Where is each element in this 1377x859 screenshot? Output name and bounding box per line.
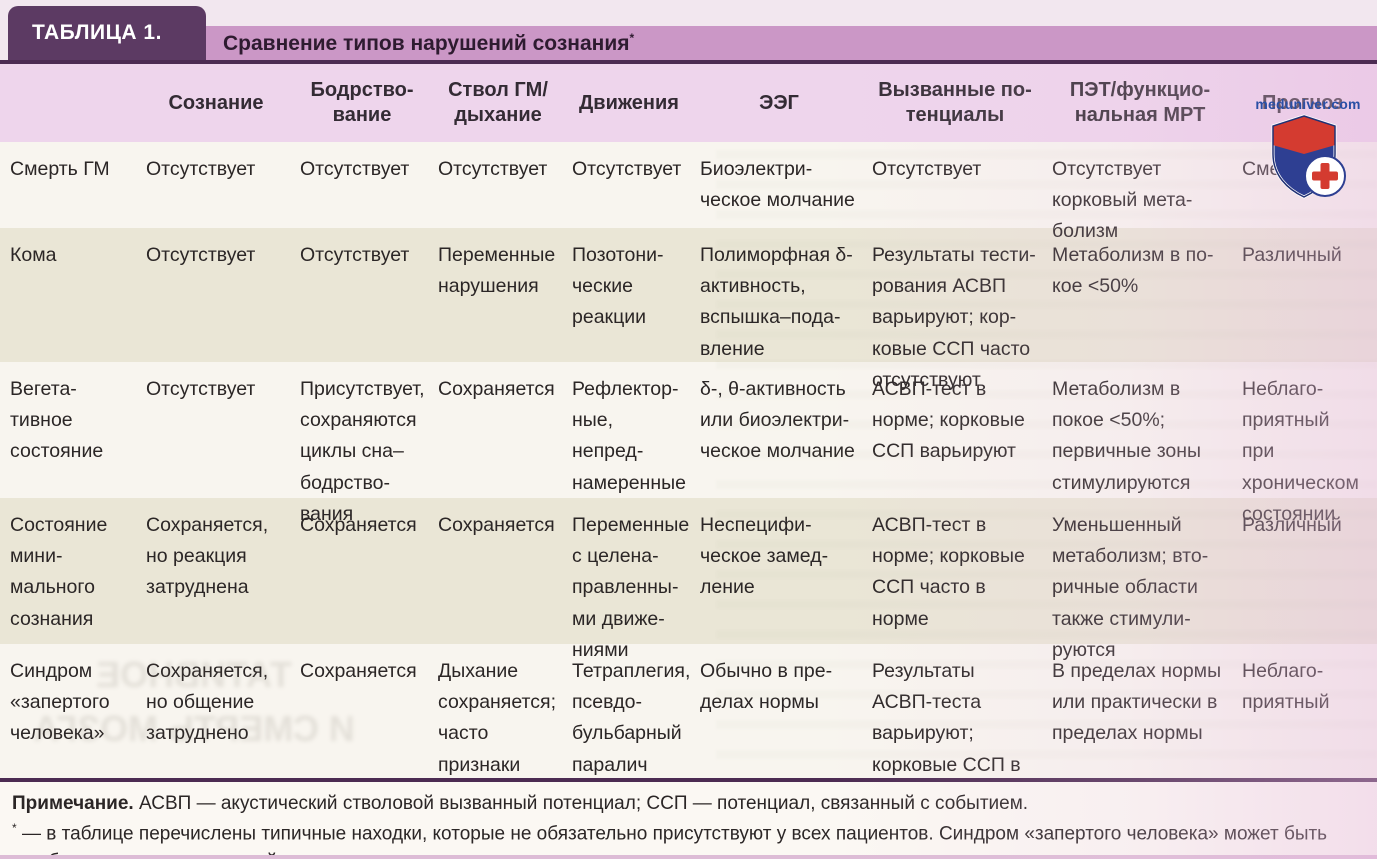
table-row-locked-in-syndrome: Синдром «запертого человека» Сохраняется… bbox=[0, 644, 1377, 838]
table-cell: Переменные нарушения bbox=[438, 244, 556, 298]
title-asterisk: * bbox=[629, 30, 635, 45]
table-row-coma: Кома Отсутствует Отсутствует Переменные … bbox=[0, 228, 1377, 391]
table-cell: Неблаго­приятный bbox=[1242, 660, 1330, 714]
table-cell: АСВП-тест в норме; корковые ССП часто в … bbox=[872, 514, 1025, 630]
table-row-minimally-conscious-state: Состояние мини­мального сознания Сохраня… bbox=[0, 498, 1377, 661]
table-cell: Неспецифи­ческое замед­ление bbox=[700, 514, 829, 599]
note-line: Примечание. АСВП — акустический стволово… bbox=[12, 790, 1361, 819]
table-title-text: Сравнение типов нарушений сознания bbox=[223, 31, 630, 55]
meduniver-watermark: meduniver.com bbox=[1253, 96, 1363, 202]
table-cell: Метаболизм в покое <50%; первичные зоны … bbox=[1052, 378, 1202, 494]
table-cell: Отсутствует корковый мета­болизм bbox=[1052, 158, 1193, 243]
table-row-vegetative-state: Вегета­тивное состояние Отсутствует Прис… bbox=[0, 362, 1377, 525]
table-cell: Отсутствует bbox=[146, 244, 256, 266]
table-cell: Тетраплегия, псевдо­бульбарный паралич bbox=[572, 660, 691, 776]
footnote-marker: * bbox=[12, 820, 17, 835]
note-text: АСВП — акустический стволовой вызванный … bbox=[133, 793, 1029, 814]
row-label: Вегета­тивное состояние bbox=[10, 378, 104, 463]
table-cell: Различный bbox=[1242, 514, 1342, 536]
table-cell: Сохраняется bbox=[300, 514, 417, 536]
table-cell: Отсутствует bbox=[146, 158, 256, 180]
note-label: Примечание. bbox=[12, 793, 134, 814]
table-row-brain-death: Смерть ГМ Отсутствует Отсутствует Отсутс… bbox=[0, 142, 1377, 242]
row-label: Кома bbox=[10, 244, 57, 266]
table-cell: Отсутствует bbox=[438, 158, 548, 180]
table-cell: Позотони­ческие реакции bbox=[572, 244, 664, 329]
footnote-line: * — в таблице перечислены типичные наход… bbox=[12, 819, 1361, 859]
table-cell: Сохраняется, но реакция затруднена bbox=[146, 514, 269, 599]
table-cell: Переменные с целена­правленны­ми движе­н… bbox=[572, 514, 690, 661]
table-cell: АСВП-тест в норме; корковые ССП варьирую… bbox=[872, 378, 1025, 463]
column-header-brainstem: Ствол ГМ/​дыхание bbox=[448, 79, 548, 126]
column-header-movements: Движения bbox=[579, 91, 679, 114]
table-cell: Биоэлектри­ческое мол­чание bbox=[700, 158, 855, 212]
column-header-evoked-potentials: Вызванные по­тенциалы bbox=[878, 79, 1032, 126]
table-body: Смерть ГМ Отсутствует Отсутствует Отсутс… bbox=[0, 142, 1377, 838]
table-cell: Рефлектор­ные, непред­намеренные bbox=[572, 378, 686, 494]
table-title-band: Сравнение типов нарушений сознания* bbox=[205, 26, 1377, 60]
table-title: Сравнение типов нарушений сознания* bbox=[223, 31, 634, 56]
table-number-label: ТАБЛИЦА 1. bbox=[32, 21, 162, 44]
table-cell: В пределах нор­мы или практи­чески в пре… bbox=[1052, 660, 1222, 745]
table-cell: Уменьшенный метаболизм; вто­ричные облас… bbox=[1052, 514, 1209, 661]
table-number-tab: ТАБЛИЦА 1. bbox=[8, 6, 206, 60]
column-header-prognosis: Прогноз bbox=[1261, 91, 1344, 114]
table-cell: Отсутствует bbox=[300, 244, 410, 266]
footnote-text: — в таблице перечислены типичные находки… bbox=[12, 822, 1328, 859]
table-cell: Отсутствует bbox=[872, 158, 982, 180]
page-bottom-edge bbox=[0, 855, 1377, 859]
row-label: Синдром «запертого человека» bbox=[10, 660, 110, 745]
table-cell: Результаты тести­рования АСВП варьируют;… bbox=[872, 244, 1036, 391]
table-cell: Отсутствует bbox=[572, 158, 682, 180]
table-cell: δ-, θ-актив­ность или биоэлектри­ческое … bbox=[700, 378, 855, 463]
meduniver-shield-icon bbox=[1271, 114, 1346, 199]
column-header-consciousness: Сознание bbox=[168, 91, 264, 114]
table-cell: Сохраняется bbox=[438, 378, 555, 400]
table-cell: Отсутствует bbox=[300, 158, 410, 180]
table-cell: Сохраняется, но общение затруднено bbox=[146, 660, 269, 745]
row-label: Состояние мини­мального сознания bbox=[10, 514, 108, 630]
table-cell: Обычно в пре­делах нормы bbox=[700, 660, 833, 714]
table-cell: Отсутствует bbox=[146, 378, 256, 400]
column-header-empty bbox=[10, 64, 146, 142]
table-cell: Различный bbox=[1242, 244, 1342, 266]
column-header-row: Сознание Бодрство­вание Ствол ГМ/​дыхани… bbox=[0, 64, 1377, 142]
header-divider-rule bbox=[0, 60, 1377, 64]
table-cell: Метаболизм в по­кое <50% bbox=[1052, 244, 1214, 298]
table-cell: Сохраняется bbox=[300, 660, 417, 682]
meduniver-url-text: meduniver.com bbox=[1255, 96, 1361, 112]
table-footnotes: Примечание. АСВП — акустический стволово… bbox=[0, 778, 1377, 859]
table-cell: Сохраняется bbox=[438, 514, 555, 536]
table-cell: Неблаго­приятный при хроническом состоян… bbox=[1242, 378, 1359, 525]
table-cell: Присутствует, сохраняются циклы сна–бодр… bbox=[300, 378, 425, 525]
column-header-pet-fmri: ПЭТ/функцио­нальная МРТ bbox=[1069, 79, 1211, 126]
row-label: Смерть ГМ bbox=[10, 158, 110, 180]
table-cell: Полиморфная δ-активность, вспышка–пода­в… bbox=[700, 244, 853, 360]
column-header-eeg: ЭЭГ bbox=[759, 91, 799, 114]
column-header-wakefulness: Бодрство­вание bbox=[310, 79, 414, 126]
